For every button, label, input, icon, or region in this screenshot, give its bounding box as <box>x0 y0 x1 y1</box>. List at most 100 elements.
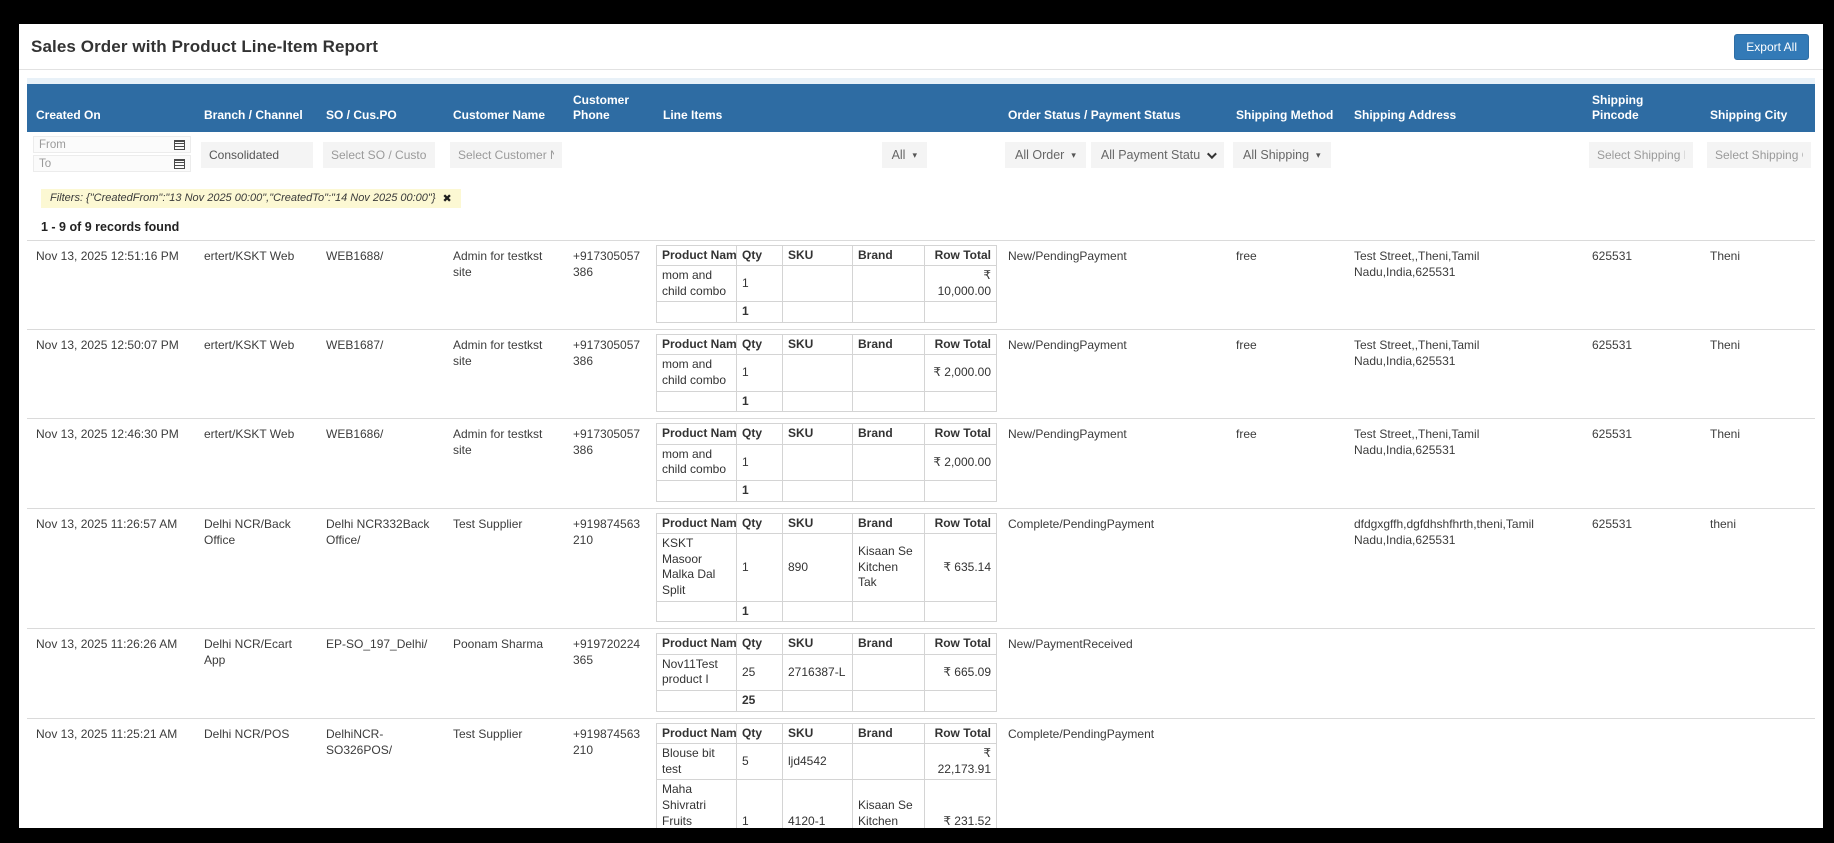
line-item-col-row-total: Row Total <box>924 333 997 356</box>
cell-shipping-pincode: 625531 <box>1592 248 1633 263</box>
shipping-city-input[interactable] <box>1707 142 1811 168</box>
cell-shipping-city <box>1701 629 1815 717</box>
cell-line-items: Product Name Qty SKU Brand Row Total Blouse b… <box>654 719 999 828</box>
line-item-col-sku: SKU <box>782 633 853 655</box>
title-bar: Sales Order with Product Line-Item Repor… <box>19 24 1823 70</box>
created-on-filter: From To <box>27 134 195 174</box>
line-item-sku: 890 <box>782 533 853 602</box>
cell-order-payment-status: New/PaymentReceived <box>1008 637 1133 652</box>
branch-filter-cell <box>195 134 317 174</box>
order-status-dropdown[interactable]: All Order ▾ <box>1005 142 1086 168</box>
col-shipping-city: Shipping City <box>1710 108 1788 123</box>
line-item-col-brand: Brand <box>852 244 925 267</box>
line-items-total-empty <box>656 600 737 623</box>
cell-created-on: Nov 13, 2025 11:26:26 AM <box>36 637 178 652</box>
line-item-sku <box>782 265 853 303</box>
line-items-total-empty <box>782 480 853 502</box>
line-item-row-total: ₹ 2,000.00 <box>924 443 997 482</box>
line-items-total-row: 1 <box>656 301 997 323</box>
cell-order-payment-status: New/PendingPayment <box>1008 337 1127 352</box>
line-items-total-empty <box>782 390 853 413</box>
cell-created-on: Nov 13, 2025 12:46:30 PM <box>36 427 179 442</box>
line-item-sku <box>782 354 853 392</box>
cell-created-on: Nov 13, 2025 11:26:57 AM <box>36 516 178 531</box>
line-item-col-row-total: Row Total <box>924 633 997 655</box>
calendar-icon[interactable] <box>174 139 185 150</box>
line-item-product: mom and child combo <box>656 443 737 482</box>
line-item-col-product-name: Product Name <box>656 423 737 445</box>
clear-filter-icon[interactable]: ✖ <box>442 192 452 205</box>
calendar-icon[interactable] <box>174 158 185 169</box>
cell-line-items: Product Name Qty SKU Brand Row Total mom and … <box>654 419 999 507</box>
line-item-col-qty: Qty <box>736 244 783 267</box>
line-item-brand: Kisaan Se Kitchen Tak <box>852 779 925 828</box>
cell-shipping-pincode: 625531 <box>1592 427 1633 442</box>
col-so-cuspo: SO / Cus.PO <box>326 108 397 123</box>
cell-customer-phone: +917305057386 <box>573 248 641 279</box>
active-filter-chip: Filters: {"CreatedFrom":"13 Nov 2025 00:… <box>41 188 461 208</box>
date-to-input[interactable]: To <box>33 155 191 172</box>
cell-so-cuspo: Delhi NCR332Back Office/ <box>326 516 430 547</box>
line-items-total-row: 1 <box>656 390 997 413</box>
col-order-payment-status: Order Status / Payment Status <box>1008 108 1181 123</box>
line-item-product: Blouse bit test <box>656 743 737 781</box>
cell-customer-phone: +919720224365 <box>573 637 641 668</box>
line-item-product: mom and child combo <box>656 265 737 303</box>
line-item-qty: 1 <box>736 354 783 392</box>
line-items-total-qty: 1 <box>736 390 783 413</box>
line-items-total-qty: 25 <box>736 689 783 712</box>
date-to-placeholder: To <box>39 157 52 170</box>
line-item-brand <box>852 443 925 482</box>
cell-customer-phone: +919874563210 <box>573 726 641 757</box>
line-items-total-empty <box>782 689 853 712</box>
col-branch-channel: Branch / Channel <box>204 108 303 123</box>
cell-customer-phone: +917305057386 <box>573 337 641 369</box>
cell-shipping-address: Test Street,,Theni,Tamil Nadu,India,6255… <box>1354 427 1480 458</box>
table-row: Nov 13, 2025 11:26:26 AM Delhi NCR/Ecart… <box>27 628 1815 717</box>
shipping-pincode-input[interactable] <box>1589 142 1693 168</box>
line-items-total-empty <box>852 480 925 502</box>
table-row: Nov 13, 2025 11:26:57 AM Delhi NCR/Back … <box>27 507 1815 629</box>
chevron-down-icon <box>1207 148 1218 159</box>
so-cuspo-input[interactable] <box>323 142 435 168</box>
line-items-total-empty <box>924 480 997 502</box>
cell-shipping-address: Test Street,,Theni,Tamil Nadu,India,6255… <box>1354 337 1480 369</box>
line-item-qty: 1 <box>736 265 783 303</box>
line-items-total-row: 25 <box>656 689 997 712</box>
line-item-product: Nov11Test product I <box>656 653 737 691</box>
shipping-method-dropdown[interactable]: All Shipping ▾ <box>1233 142 1331 168</box>
line-item-qty: 1 <box>736 533 783 602</box>
col-customer-name: Customer Name <box>453 108 546 123</box>
column-header-row: Created On Branch / Channel SO / Cus.PO … <box>27 84 1815 132</box>
line-item-col-row-total: Row Total <box>924 423 997 445</box>
line-item-col-qty: Qty <box>736 633 783 655</box>
line-item-row: Nov11Test product I 25 2716387-L ₹ 665.09 <box>656 653 997 691</box>
line-item-row: KSKT Masoor Malka Dal Split 1 890 Kisaan Se… <box>656 533 997 602</box>
line-item-qty: 1 <box>736 779 783 828</box>
line-item-col-brand: Brand <box>852 633 925 655</box>
line-items-dropdown[interactable]: All ▾ <box>881 142 927 168</box>
cell-line-items: Product Name Qty SKU Brand Row Total mom and … <box>654 330 999 418</box>
customer-name-input[interactable] <box>450 142 562 168</box>
cell-customer-name: Test Supplier <box>453 726 523 741</box>
date-from-input[interactable]: From <box>33 136 191 153</box>
branch-channel-input[interactable] <box>201 142 313 168</box>
export-all-button[interactable]: Export All <box>1734 33 1809 60</box>
cell-branch-channel: ertert/KSKT Web <box>204 248 295 263</box>
cell-shipping-method: free <box>1236 248 1257 263</box>
line-items-total-qty: 1 <box>736 600 783 623</box>
line-item-row: Blouse bit test 5 ljd4542 ₹ 22,173.91 <box>656 743 997 781</box>
payment-status-select[interactable]: All Payment Statu <box>1090 142 1225 168</box>
active-filters-row: Filters: {"CreatedFrom":"13 Nov 2025 00:… <box>27 178 1815 208</box>
shipping-city-filter-cell <box>1701 134 1815 174</box>
line-item-product: mom and child combo <box>656 354 737 392</box>
cell-shipping-pincode <box>1583 629 1701 717</box>
line-item-sku: 4120-1 <box>782 779 853 828</box>
cell-shipping-pincode: 625531 <box>1592 337 1633 352</box>
chevron-down-icon: ▾ <box>1316 149 1321 160</box>
col-shipping-pincode: Shipping Pincode <box>1592 92 1644 123</box>
line-item-row-total: ₹ 10,000.00 <box>924 265 997 303</box>
active-filter-text: Filters: {"CreatedFrom":"13 Nov 2025 00:… <box>50 192 436 204</box>
chevron-down-icon: ▾ <box>1071 149 1076 160</box>
cell-shipping-method <box>1227 719 1345 828</box>
